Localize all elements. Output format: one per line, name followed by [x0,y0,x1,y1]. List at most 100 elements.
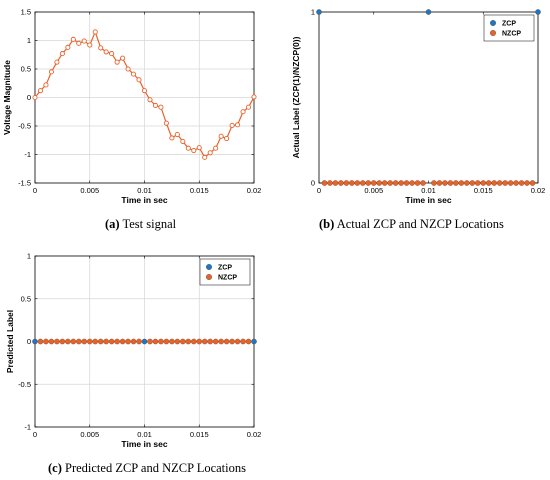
x-tick-label: 0 [33,186,37,195]
y-tick-label: 0.5 [21,65,31,74]
signal-point [54,59,60,65]
nzcp-point [474,180,481,186]
legend-label-nzcp: NZCP [218,275,237,282]
signal-point [251,94,257,100]
x-tick-label: 0.01 [137,430,152,439]
signal-point [43,82,49,88]
nzcp-point [343,180,350,186]
y-tick-label: 1.5 [21,8,31,17]
nzcp-point [48,338,55,345]
y-tick-label: 1 [27,36,31,45]
nzcp-point [185,338,192,345]
nzcp-point [136,338,142,345]
nzcp-point [360,180,366,186]
legend-box [483,14,535,42]
nzcp-point [354,180,361,186]
signal-point [224,135,230,142]
nzcp-point [92,338,98,345]
nzcp-point [480,180,487,186]
chart-b: 0 0.005 0.01 0.015 0.02 0 1 Time in sec Actual L… [291,8,545,205]
y-tick-label: -1 [24,423,31,432]
nzcp-point [196,338,203,345]
nzcp-point [152,338,159,345]
nzcp-point [245,338,252,345]
signal-point [147,97,153,103]
signal-point [213,145,219,151]
x-tick-label: 0.02 [531,186,546,195]
nzcp-point [370,180,377,186]
y-tick-label: -1.5 [18,179,31,188]
signal-point [141,88,148,94]
x-tick-label: 0.005 [80,430,99,439]
signal-point [130,71,137,77]
nzcp-point [442,180,448,186]
nzcp-point [76,338,82,345]
y-tick-label: 1 [27,252,31,261]
nzcp-point [114,338,120,345]
nzcp-point [420,180,426,186]
nzcp-point [464,180,470,186]
nzcp-point [119,338,126,345]
nzcp-point [240,338,246,345]
signal-point [235,122,241,128]
nzcp-point [513,180,519,186]
nzcp-point [453,180,459,186]
nzcp-point [518,180,525,186]
zcp-point [316,9,322,15]
legend-marker-zcp [205,264,212,271]
signal-point [158,104,164,110]
zcp-point [425,9,432,15]
nzcp-point [190,338,197,345]
nzcp-point [70,338,77,345]
nzcp-point [81,338,88,345]
x-tick-label: 0.02 [247,186,262,195]
y-axis-label: Actual Label (ZCP(1)/NZCP(0)) [291,36,301,158]
signal-point [70,36,76,42]
y-tick-label: 0.5 [21,294,31,303]
legend-label-nzcp: NZCP [502,31,521,38]
signal-point [120,55,126,61]
nzcp-point [496,180,503,186]
signal-point [87,42,93,48]
nzcp-point [65,338,71,345]
x-tick-label: 0.01 [421,186,436,195]
nzcp-point [201,338,208,345]
nzcp-point [163,338,170,345]
nzcp-point [97,338,104,345]
nzcp-point [507,180,514,186]
signal-point [81,38,87,44]
x-tick-label: 0.01 [137,186,152,195]
y-tick-label: 0 [27,93,31,102]
nzcp-point [54,338,60,345]
nzcp-point [338,180,344,186]
nzcp-point [37,338,44,345]
signal-point [185,145,191,151]
signal-point [65,44,71,50]
y-tick-label: -0.5 [18,380,31,389]
signal-point [136,77,142,83]
nzcp-point [529,180,536,186]
x-tick-label: 0 [33,430,37,439]
signal-point [125,66,131,72]
signal-point [202,154,208,160]
signal-point [207,150,213,156]
signal-point [37,88,44,94]
nzcp-point [502,180,508,186]
nzcp-point [387,180,393,186]
x-tick-label: 0.005 [80,186,99,195]
nzcp-point [491,180,497,186]
signal-point [92,29,98,35]
zcp-point [535,9,541,15]
nzcp-point [409,180,415,186]
caption-c: (c) Predicted ZCP and NZCP Locations [48,461,246,475]
nzcp-point [414,180,421,186]
legend-box [199,258,251,286]
nzcp-point [447,180,454,186]
y-tick-label: 0 [311,179,315,188]
nzcp-point [86,338,93,345]
signal-point [169,135,175,141]
signal-point [163,120,169,126]
nzcp-point [59,338,66,345]
caption-a: (a) Test signal [105,217,177,231]
